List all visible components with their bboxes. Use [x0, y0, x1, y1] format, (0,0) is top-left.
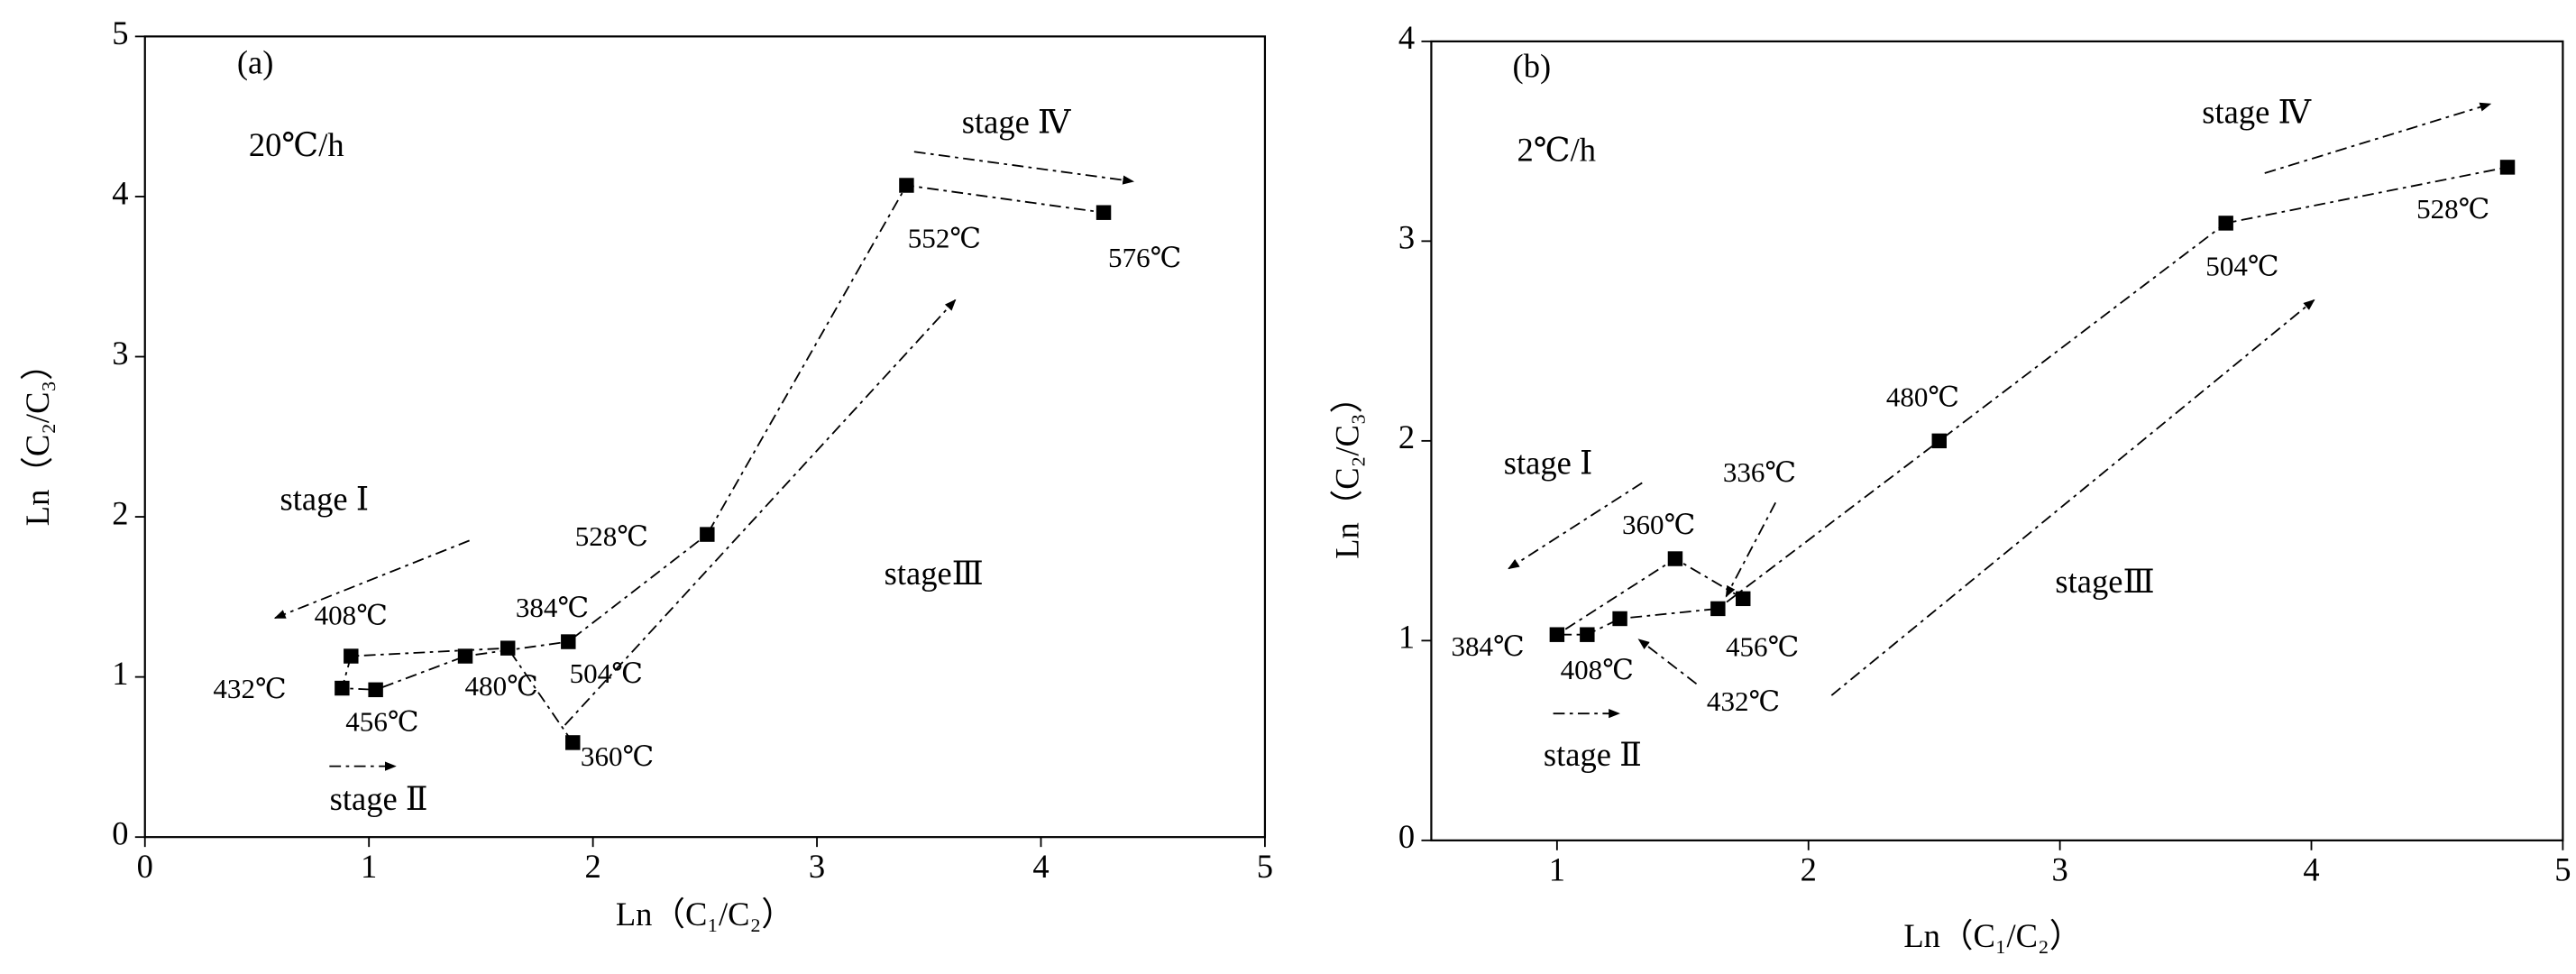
point-label: 384℃ — [1451, 630, 1524, 662]
stage-label: stage Ⅳ — [2202, 93, 2312, 130]
y-tick-label: 1 — [1398, 619, 1415, 656]
x-tick-label: 0 — [137, 848, 153, 885]
x-tick-label: 3 — [2051, 851, 2067, 888]
data-point — [1667, 551, 1683, 566]
y-tick-label: 5 — [112, 14, 128, 51]
arrow — [1637, 639, 1698, 685]
point-label: 408℃ — [1561, 654, 1634, 685]
data-point — [368, 682, 383, 698]
data-point — [2218, 216, 2233, 231]
point-label: 480℃ — [1886, 381, 1959, 412]
stage-label: stageⅢ — [2055, 563, 2154, 600]
data-point — [565, 735, 581, 750]
arrow — [2264, 102, 2492, 174]
x-tick-label: 4 — [2303, 851, 2319, 888]
data-point — [899, 178, 914, 193]
stage-label: stage Ⅰ — [1504, 445, 1593, 482]
heating-rate: 2℃/h — [1517, 131, 1596, 168]
point-label: 408℃ — [315, 600, 388, 631]
stage-label: stage Ⅱ — [1544, 736, 1642, 773]
data-point — [1736, 591, 1751, 607]
plot-frame — [1430, 40, 2564, 841]
y-tick-label: 2 — [112, 494, 128, 531]
x-tick-label: 1 — [1549, 851, 1565, 888]
x-tick-label: 1 — [361, 848, 377, 885]
point-label: 528℃ — [575, 520, 648, 552]
data-point — [1549, 627, 1565, 642]
heating-rate: 20℃/h — [249, 126, 344, 163]
y-axis-title: Ln（C₂/C₃） — [19, 347, 56, 526]
stage-label: stage Ⅳ — [962, 103, 1072, 140]
panel-label: (a) — [237, 44, 274, 81]
arrow — [1830, 299, 2315, 696]
stage-label: stage Ⅰ — [280, 481, 370, 518]
stage-label: stage Ⅱ — [330, 780, 428, 817]
point-label: 336℃ — [1723, 456, 1796, 488]
point-label: 552℃ — [908, 223, 981, 254]
data-point — [1931, 433, 1947, 449]
stage-label: stageⅢ — [885, 555, 984, 592]
point-label: 480℃ — [465, 670, 538, 702]
series-line — [1554, 166, 2508, 636]
point-label: 384℃ — [516, 592, 589, 623]
point-label: 360℃ — [1622, 509, 1695, 540]
point-label: 456℃ — [1726, 631, 1799, 663]
data-point — [1580, 627, 1595, 642]
x-axis-title: Ln（C₁/C₂） — [1903, 917, 2082, 954]
point-label: 504℃ — [570, 657, 643, 689]
y-tick-label: 3 — [1398, 219, 1415, 256]
point-label: 504℃ — [2205, 251, 2278, 282]
data-point — [500, 640, 516, 656]
series-line — [341, 184, 1105, 743]
data-point — [335, 680, 350, 696]
data-point — [1612, 611, 1627, 627]
data-point — [2499, 160, 2516, 175]
point-label: 432℃ — [213, 673, 286, 704]
data-point — [1710, 601, 1726, 617]
x-tick-label: 3 — [809, 848, 825, 885]
data-point — [1095, 205, 1112, 220]
data-point — [344, 648, 359, 664]
point-label: 576℃ — [1108, 242, 1181, 273]
arrow — [1725, 501, 1777, 598]
arrow — [564, 299, 957, 726]
y-tick-label: 3 — [112, 335, 128, 372]
point-label: 432℃ — [1707, 685, 1780, 717]
arrow — [913, 151, 1135, 185]
plot-frame — [143, 35, 1267, 839]
panel-label: (b) — [1513, 47, 1552, 84]
point-label: 456℃ — [345, 705, 418, 737]
arrows — [273, 102, 2492, 771]
arrow — [1508, 482, 1643, 570]
data-point — [700, 527, 715, 542]
y-tick-label: 0 — [112, 815, 128, 852]
y-tick-label: 4 — [1398, 19, 1415, 56]
x-tick-label: 4 — [1032, 848, 1049, 885]
point-label: 360℃ — [581, 740, 654, 772]
x-axis-title: Ln（C₁/C₂） — [616, 896, 794, 933]
y-tick-label: 4 — [112, 174, 128, 211]
y-axis-title: Ln（C₂/C₃） — [1328, 381, 1365, 559]
data-point — [561, 634, 576, 649]
data-point — [457, 648, 473, 664]
y-tick-label: 0 — [1398, 818, 1415, 855]
y-tick-label: 2 — [1398, 418, 1415, 455]
arrow — [273, 539, 470, 620]
point-label: 528℃ — [2416, 193, 2489, 225]
x-tick-label: 5 — [2554, 851, 2571, 888]
x-tick-label: 2 — [584, 848, 600, 885]
x-tick-label: 5 — [1257, 848, 1273, 885]
y-tick-label: 1 — [112, 655, 128, 692]
x-tick-label: 2 — [1801, 851, 1817, 888]
